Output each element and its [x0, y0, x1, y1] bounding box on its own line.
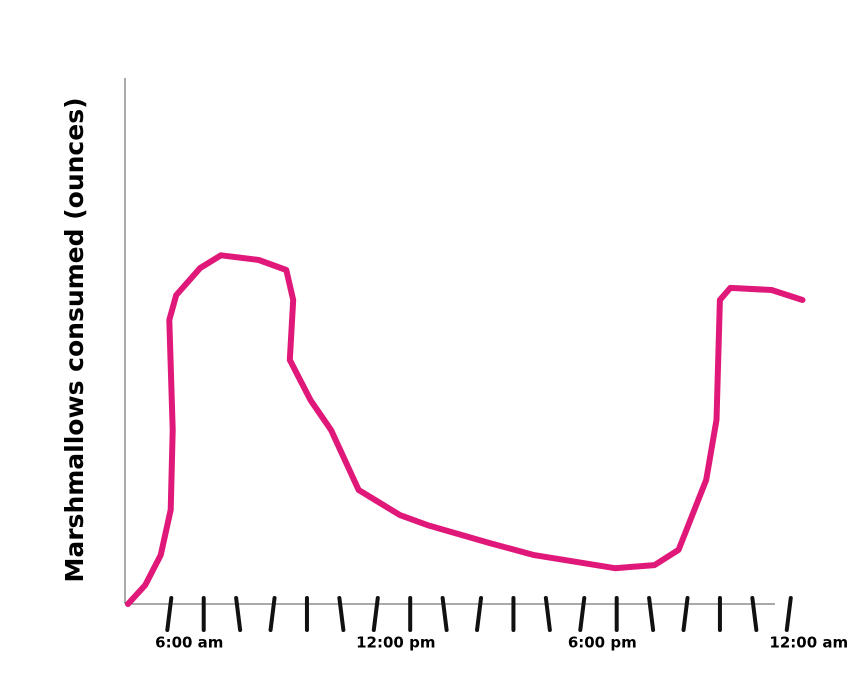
x-tick	[371, 596, 380, 632]
data-line	[125, 252, 806, 607]
x-tick	[543, 596, 552, 632]
x-tick	[750, 596, 759, 632]
x-tick	[165, 596, 174, 632]
x-tick	[268, 596, 277, 632]
x-tick	[234, 596, 243, 632]
x-tick	[337, 596, 346, 632]
x-tick	[681, 596, 690, 632]
x-tick	[784, 596, 793, 632]
y-axis-label: Marshmallows consumed (ounces)	[60, 97, 89, 582]
x-tick-label: 6:00 pm	[568, 634, 637, 652]
x-tick-label: 12:00 pm	[356, 634, 435, 652]
x-tick	[440, 596, 449, 632]
x-tick	[475, 596, 484, 632]
x-tick	[647, 596, 656, 632]
x-tick-label: 6:00 am	[155, 634, 223, 652]
x-tick	[578, 596, 587, 632]
x-tick-label: 12:00 am	[769, 634, 848, 652]
